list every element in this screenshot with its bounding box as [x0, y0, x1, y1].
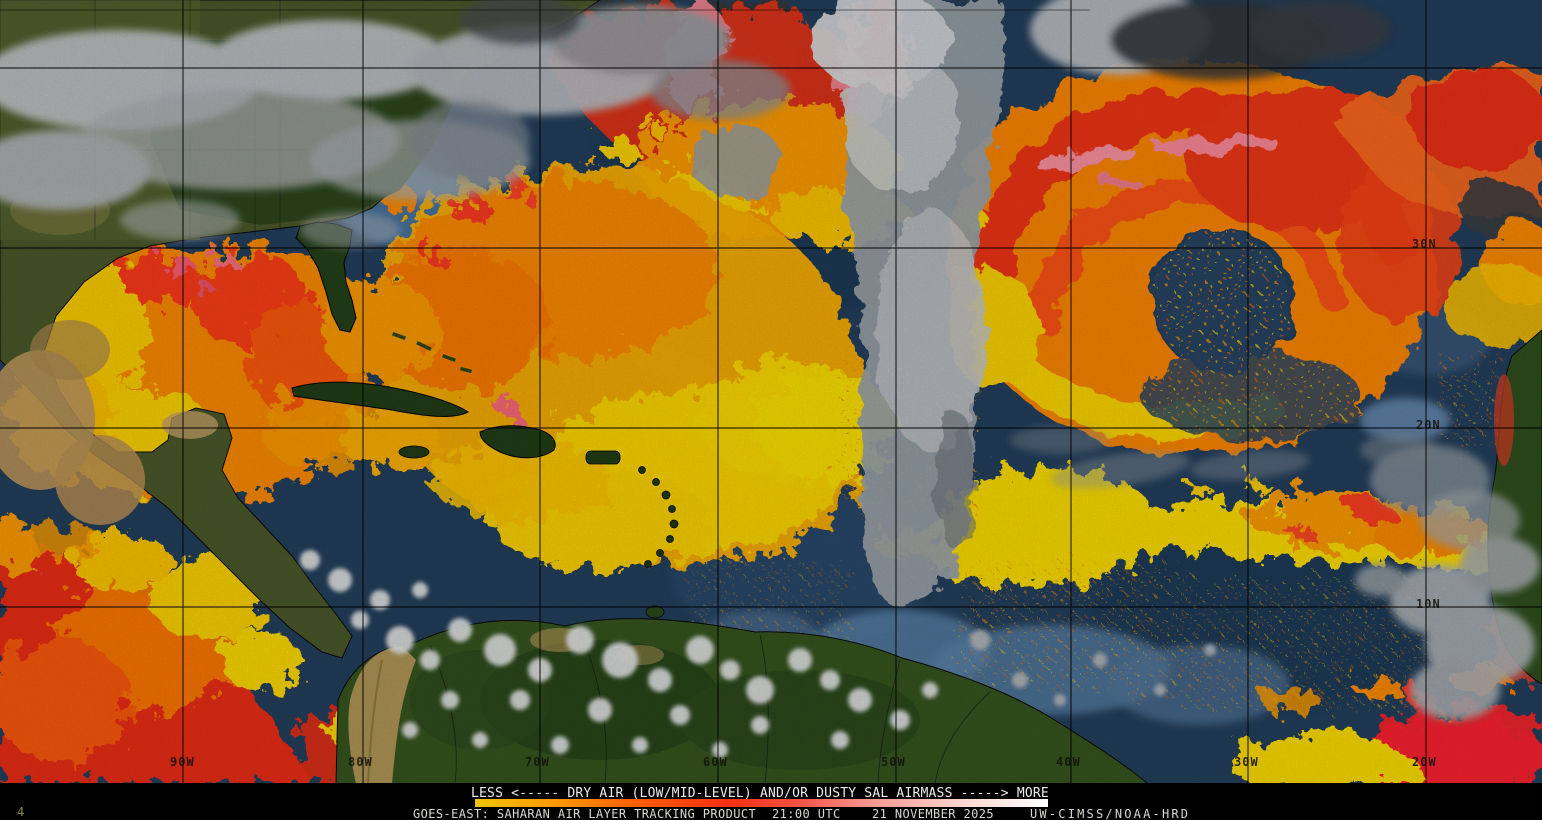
corner-mark: 4 — [17, 805, 25, 819]
valid-date-label: 21 NOVEMBER 2025 — [872, 807, 994, 820]
noise-overlay — [0, 0, 1542, 784]
colorbar-legend-label: LESS <----- DRY AIR (LOW/MID-LEVEL) AND/… — [471, 786, 1049, 801]
lat-label-10n: 10N — [1416, 597, 1441, 611]
lon-label-30w: 30W — [1234, 755, 1259, 769]
bottom-annotation-bar: LESS <----- DRY AIR (LOW/MID-LEVEL) AND/… — [0, 783, 1542, 820]
lon-label-60w: 60W — [703, 755, 728, 769]
satellite-map — [0, 0, 1542, 784]
lat-label-30n: 30N — [1412, 237, 1437, 251]
lon-label-70w: 70W — [525, 755, 550, 769]
product-title-label: GOES-EAST: SAHARAN AIR LAYER TRACKING PR… — [413, 807, 757, 820]
lon-label-90w: 90W — [170, 755, 195, 769]
lat-label-20n: 20N — [1416, 418, 1441, 432]
credit-label: UW-CIMSS/NOAA-HRD — [1030, 807, 1191, 820]
lon-label-80w: 80W — [348, 755, 373, 769]
lon-label-50w: 50W — [881, 755, 906, 769]
colorbar-gradient — [475, 799, 1048, 807]
lon-label-20w: 20W — [1412, 755, 1437, 769]
lon-label-40w: 40W — [1056, 755, 1081, 769]
valid-time-label: 21:00 UTC — [772, 807, 841, 820]
